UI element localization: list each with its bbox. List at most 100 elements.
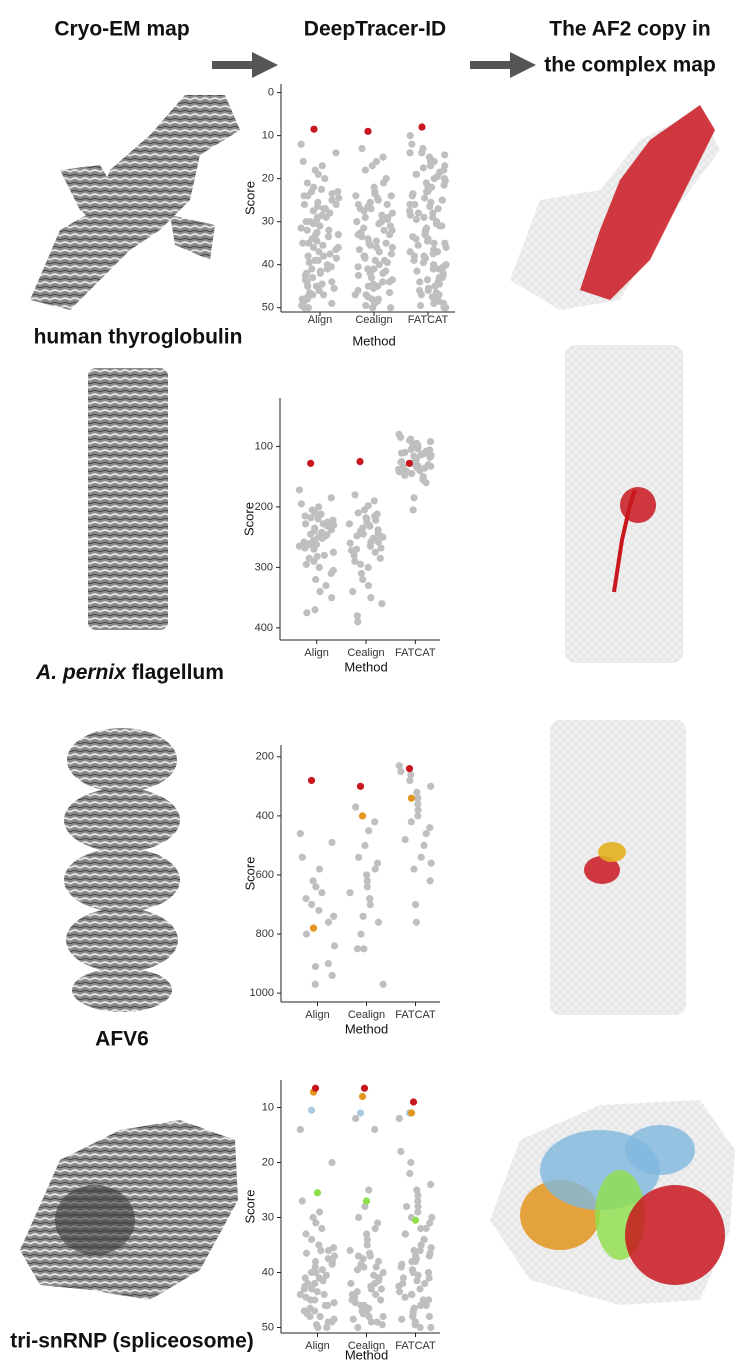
point (379, 1268, 387, 1277)
point (354, 200, 362, 209)
point (427, 782, 435, 790)
point (368, 162, 376, 170)
highlight-point (360, 1084, 369, 1092)
point (354, 1252, 362, 1260)
point (308, 265, 316, 273)
point (434, 205, 442, 213)
point (328, 971, 336, 980)
point (426, 877, 434, 885)
point (299, 239, 307, 247)
point (429, 250, 437, 258)
point (397, 1263, 405, 1271)
point (360, 1301, 368, 1310)
point (406, 1169, 414, 1178)
point (357, 560, 365, 568)
point (302, 930, 311, 938)
point (402, 467, 410, 475)
point (435, 291, 443, 299)
point (305, 239, 313, 247)
cryo-em-map (20, 1120, 238, 1300)
point (374, 1257, 383, 1266)
point (327, 526, 336, 534)
y-axis-label: Score (241, 502, 256, 536)
point (311, 1263, 319, 1271)
point (320, 205, 328, 213)
point (359, 912, 367, 920)
point (442, 304, 450, 312)
point (352, 192, 360, 200)
point (353, 532, 361, 540)
point (395, 468, 403, 476)
y-tick-label: 400 (256, 810, 274, 822)
point (360, 1263, 368, 1271)
point (414, 209, 422, 217)
point (422, 1301, 430, 1310)
point (317, 1246, 325, 1255)
point (417, 451, 425, 459)
point (409, 506, 417, 514)
x-tick-label: Align (304, 647, 328, 659)
point (302, 895, 310, 903)
point (388, 209, 397, 217)
y-tick-label: 300 (255, 561, 273, 573)
point (347, 546, 356, 555)
point (354, 271, 363, 280)
point (314, 1323, 322, 1332)
highlight-point (362, 1197, 371, 1205)
point (297, 140, 305, 148)
point (397, 1147, 405, 1156)
point (406, 200, 414, 209)
point (297, 500, 305, 508)
point (309, 1213, 317, 1222)
point (310, 545, 318, 553)
point (306, 1312, 314, 1321)
point (422, 187, 431, 196)
point (416, 278, 424, 286)
point (334, 230, 342, 239)
point (328, 838, 336, 847)
point (379, 278, 387, 286)
point (361, 841, 369, 850)
x-tick-label: FATCAT (395, 647, 436, 659)
point (402, 1202, 411, 1211)
point (298, 295, 306, 303)
point (368, 295, 376, 303)
point (301, 520, 310, 528)
y-axis-label: Score (242, 1190, 257, 1224)
highlight-point (407, 1109, 416, 1117)
point (318, 1266, 327, 1274)
point (419, 164, 427, 172)
point (385, 278, 394, 286)
point (414, 794, 422, 802)
point (429, 265, 437, 273)
point (367, 594, 375, 602)
point (354, 618, 362, 626)
x-tick-label: FATCAT (395, 1340, 436, 1352)
point (320, 252, 328, 260)
point (406, 776, 414, 785)
point (421, 1279, 429, 1288)
highlight-point (418, 123, 426, 131)
point (300, 192, 308, 200)
point (324, 959, 332, 968)
point (397, 433, 405, 441)
point (313, 237, 321, 245)
point (359, 575, 367, 584)
x-axis-label: Method (345, 1021, 388, 1036)
point (366, 522, 374, 530)
point (372, 1263, 380, 1271)
point (362, 301, 370, 310)
point (370, 497, 378, 505)
point (302, 560, 310, 568)
point (318, 162, 326, 170)
y-axis-label: Score (242, 181, 257, 215)
point (332, 200, 340, 209)
point (373, 1318, 381, 1326)
point (411, 1318, 419, 1326)
point (378, 600, 386, 608)
highlight-point (307, 776, 316, 785)
point (423, 237, 432, 245)
point (308, 1285, 316, 1293)
point (353, 945, 362, 953)
point (311, 980, 319, 988)
